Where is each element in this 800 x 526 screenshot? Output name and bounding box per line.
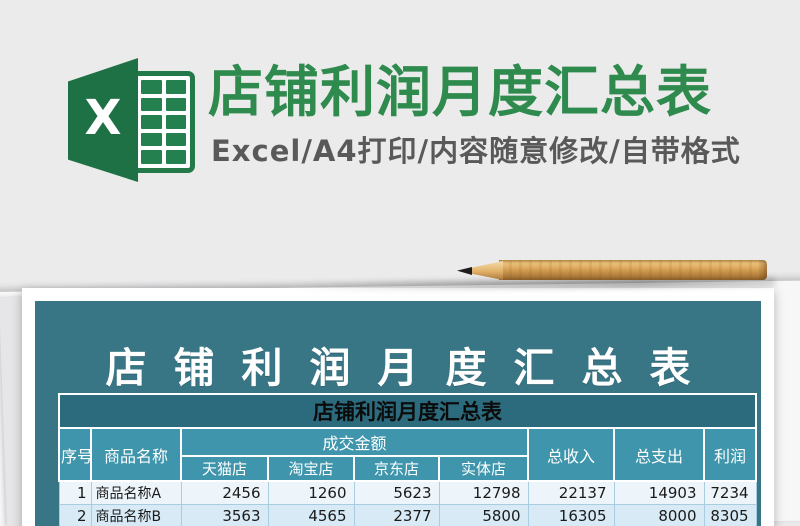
excel-logo-icon: X bbox=[60, 56, 200, 186]
pencil-lead-icon bbox=[457, 267, 472, 275]
col-header-no: 序号 bbox=[58, 427, 92, 482]
cell-tmall: 3563 bbox=[180, 503, 269, 526]
excel-logo-panel: X bbox=[68, 58, 138, 182]
cell-product: 商品名称B bbox=[90, 503, 182, 526]
spreadsheet-preview-background: 店铺利润月度汇总表 店铺利润月度汇总表 序号 商品名称 成交金额 总收入 总支出 bbox=[35, 301, 761, 526]
cell-no: 1 bbox=[58, 480, 92, 505]
pencil-body bbox=[499, 260, 767, 280]
cell-store: 5800 bbox=[438, 503, 529, 526]
cell-taobao: 1260 bbox=[267, 480, 355, 505]
col-header-jd: 京东店 bbox=[353, 455, 440, 482]
cell-taobao: 4565 bbox=[267, 503, 355, 526]
page-subtitle: Excel/A4打印/内容随意修改/自带格式 bbox=[211, 134, 741, 168]
excel-logo-sheet bbox=[132, 71, 195, 173]
cell-income: 16305 bbox=[527, 503, 615, 526]
cell-jd: 2377 bbox=[353, 503, 440, 526]
col-header-tmall: 天猫店 bbox=[180, 455, 269, 482]
col-header-income: 总收入 bbox=[527, 427, 615, 482]
col-header-taobao: 淘宝店 bbox=[267, 455, 355, 482]
cell-jd: 5623 bbox=[353, 480, 440, 505]
spreadsheet-preview-card: 店铺利润月度汇总表 店铺利润月度汇总表 序号 商品名称 成交金额 总收入 总支出 bbox=[22, 288, 774, 526]
pencil-graphic bbox=[294, 258, 776, 291]
cell-tmall: 2456 bbox=[180, 480, 269, 505]
cell-profit: 8305 bbox=[703, 503, 757, 526]
cell-expense: 14903 bbox=[613, 480, 705, 505]
col-header-expense: 总支出 bbox=[613, 427, 705, 482]
table-row: 2 商品名称B 3563 4565 2377 5800 16305 8000 8… bbox=[58, 503, 757, 526]
page-title: 店铺利润月度汇总表 bbox=[208, 60, 713, 124]
cell-income: 22137 bbox=[527, 480, 615, 505]
profit-table: 店铺利润月度汇总表 序号 商品名称 成交金额 总收入 总支出 利润 天猫店 淘宝… bbox=[57, 393, 758, 526]
col-header-product: 商品名称 bbox=[90, 427, 182, 482]
col-header-store: 实体店 bbox=[438, 455, 529, 482]
cell-expense: 8000 bbox=[613, 503, 705, 526]
cell-profit: 7234 bbox=[703, 480, 757, 505]
preview-banner-title: 店铺利润月度汇总表 bbox=[105, 344, 718, 392]
col-header-amount-group: 成交金额 bbox=[180, 427, 529, 457]
col-header-profit: 利润 bbox=[702, 427, 758, 482]
excel-logo-letter: X bbox=[84, 90, 122, 146]
table-title: 店铺利润月度汇总表 bbox=[57, 393, 758, 429]
table-row: 1 商品名称A 2456 1260 5623 12798 22137 14903… bbox=[58, 480, 757, 505]
cell-no: 2 bbox=[58, 503, 92, 526]
cell-store: 12798 bbox=[438, 480, 529, 505]
excel-logo-grid bbox=[137, 76, 190, 168]
cell-product: 商品名称A bbox=[90, 480, 182, 505]
